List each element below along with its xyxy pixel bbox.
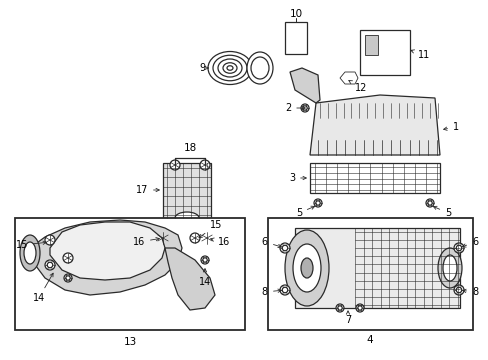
Text: 16: 16 <box>132 237 159 247</box>
Circle shape <box>63 253 73 263</box>
Text: 5: 5 <box>295 206 314 218</box>
Bar <box>309 163 439 193</box>
Text: 18: 18 <box>183 143 196 153</box>
Text: 8: 8 <box>462 287 477 297</box>
Text: 17: 17 <box>135 185 159 195</box>
Ellipse shape <box>24 242 36 264</box>
Circle shape <box>45 260 55 270</box>
Bar <box>359 30 409 75</box>
Polygon shape <box>30 220 182 295</box>
Polygon shape <box>364 35 377 55</box>
Circle shape <box>280 285 289 295</box>
Text: 6: 6 <box>462 237 477 247</box>
Text: 4: 4 <box>366 335 372 345</box>
Polygon shape <box>289 68 319 103</box>
Text: 3: 3 <box>288 173 305 183</box>
Text: 2: 2 <box>285 103 305 113</box>
Polygon shape <box>339 72 357 84</box>
Circle shape <box>200 160 209 170</box>
Text: 9: 9 <box>199 63 208 73</box>
Ellipse shape <box>218 59 242 77</box>
Text: 15: 15 <box>16 240 46 250</box>
Text: 16: 16 <box>210 237 230 247</box>
Ellipse shape <box>442 255 456 281</box>
Circle shape <box>201 256 208 264</box>
Ellipse shape <box>223 63 237 73</box>
Bar <box>294 228 459 308</box>
Text: 14: 14 <box>199 269 211 287</box>
Circle shape <box>335 304 343 312</box>
Text: 1: 1 <box>443 122 458 132</box>
Circle shape <box>453 285 463 295</box>
Ellipse shape <box>437 248 461 288</box>
Text: 11: 11 <box>410 50 429 60</box>
Circle shape <box>355 304 363 312</box>
Text: 12: 12 <box>348 81 366 93</box>
Text: 13: 13 <box>123 337 136 347</box>
Circle shape <box>453 243 463 253</box>
Bar <box>267 218 472 330</box>
Circle shape <box>201 232 213 244</box>
Ellipse shape <box>285 230 328 306</box>
Polygon shape <box>309 95 439 155</box>
Ellipse shape <box>250 57 268 79</box>
Circle shape <box>157 232 169 244</box>
Circle shape <box>190 233 200 243</box>
Circle shape <box>301 104 308 112</box>
Ellipse shape <box>20 235 40 271</box>
Ellipse shape <box>207 51 251 85</box>
Circle shape <box>425 199 433 207</box>
Ellipse shape <box>175 212 199 224</box>
Ellipse shape <box>292 244 320 292</box>
Circle shape <box>313 199 321 207</box>
Ellipse shape <box>246 52 272 84</box>
Text: 7: 7 <box>344 311 350 325</box>
Text: 15: 15 <box>199 220 222 238</box>
Text: 10: 10 <box>289 9 302 19</box>
Text: 5: 5 <box>432 206 450 218</box>
Text: 8: 8 <box>262 287 281 297</box>
Bar <box>285 22 306 54</box>
Circle shape <box>170 160 180 170</box>
Polygon shape <box>50 222 164 280</box>
Ellipse shape <box>226 66 232 70</box>
Ellipse shape <box>213 55 246 81</box>
Circle shape <box>280 243 289 253</box>
Polygon shape <box>164 248 215 310</box>
Text: 14: 14 <box>33 273 53 303</box>
Bar <box>163 163 210 218</box>
Text: 6: 6 <box>262 237 281 248</box>
Ellipse shape <box>301 258 312 278</box>
Circle shape <box>45 235 55 245</box>
Bar <box>15 218 244 330</box>
Circle shape <box>64 274 72 282</box>
